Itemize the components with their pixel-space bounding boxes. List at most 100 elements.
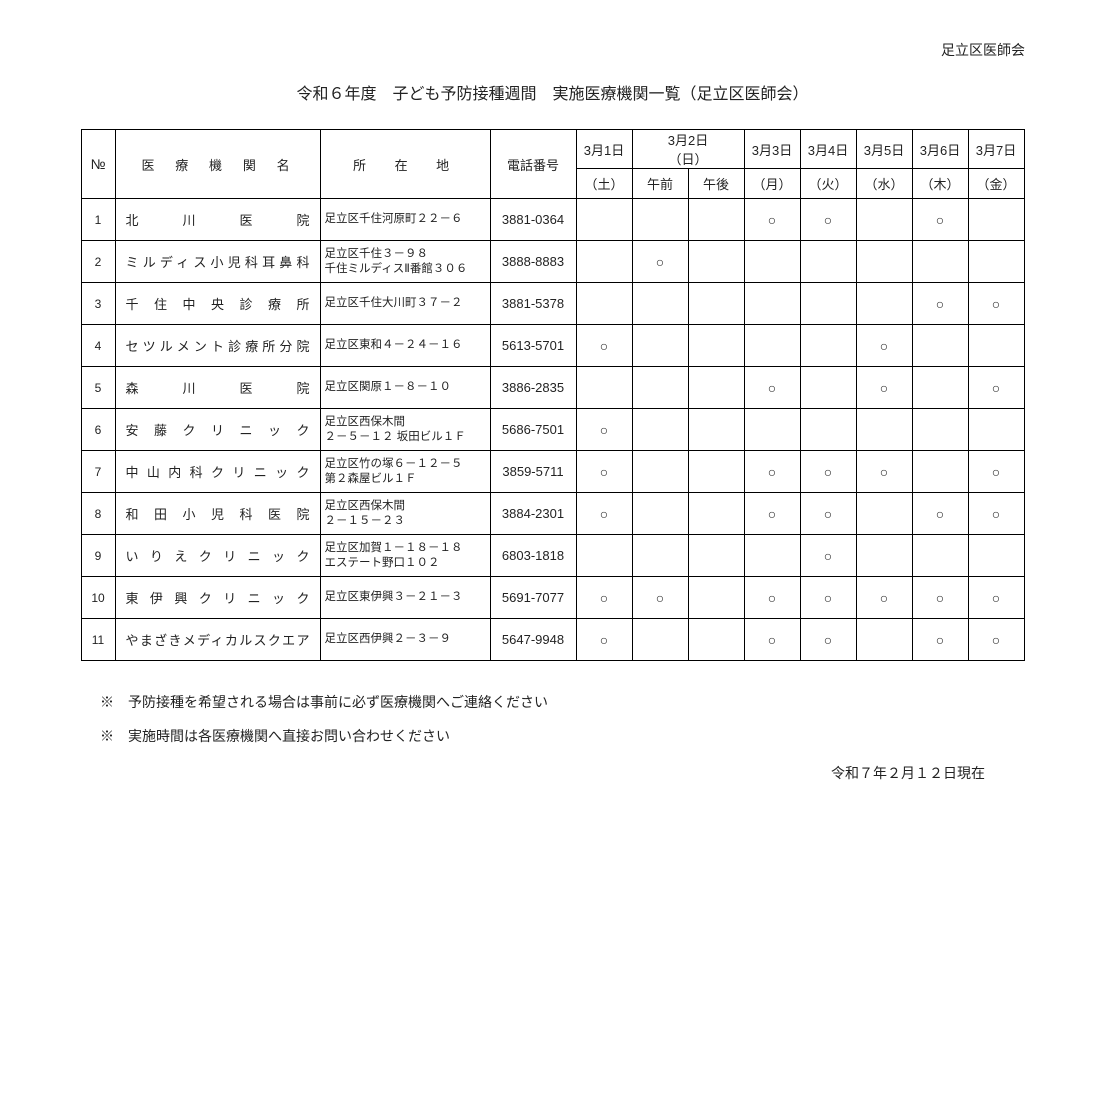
cell-tel: 5647-9948 <box>490 619 576 661</box>
cell-day-7: ○ <box>968 577 1024 619</box>
cell-no: 4 <box>81 325 115 367</box>
cell-day-6: ○ <box>912 283 968 325</box>
cell-day-1: ○ <box>632 241 688 283</box>
cell-day-7 <box>968 409 1024 451</box>
cell-day-4 <box>800 409 856 451</box>
cell-day-5: ○ <box>856 451 912 493</box>
th-day3-top: 3月3日 <box>744 130 800 169</box>
cell-day-4 <box>800 241 856 283</box>
cell-day-7: ○ <box>968 451 1024 493</box>
cell-day-1 <box>632 367 688 409</box>
cell-day-2 <box>688 199 744 241</box>
cell-addr: 足立区西保木間 ２－１５－２３ <box>320 493 490 535</box>
th-day4-top: 3月4日 <box>800 130 856 169</box>
cell-day-6: ○ <box>912 619 968 661</box>
cell-day-6 <box>912 409 968 451</box>
cell-tel: 5691-7077 <box>490 577 576 619</box>
cell-tel: 5686-7501 <box>490 409 576 451</box>
cell-tel: 3888-8883 <box>490 241 576 283</box>
cell-day-0: ○ <box>576 619 632 661</box>
cell-addr: 足立区千住河原町２２－６ <box>320 199 490 241</box>
cell-day-3: ○ <box>744 199 800 241</box>
cell-day-6 <box>912 325 968 367</box>
cell-name: セツルメント診療所分院 <box>115 325 320 367</box>
cell-day-5 <box>856 241 912 283</box>
cell-addr: 足立区東和４－２４－１６ <box>320 325 490 367</box>
cell-day-1 <box>632 325 688 367</box>
cell-tel: 5613-5701 <box>490 325 576 367</box>
org-name-header: 足立区医師会 <box>60 40 1045 60</box>
cell-addr: 足立区西伊興２－３－９ <box>320 619 490 661</box>
cell-day-6: ○ <box>912 199 968 241</box>
th-day2-top: 3月2日 （日） <box>632 130 744 169</box>
cell-day-0 <box>576 241 632 283</box>
th-day3-bot: （月） <box>744 169 800 199</box>
cell-day-4: ○ <box>800 535 856 577</box>
table-row: 6安藤クリニック足立区西保木間 ２－５－１２ 坂田ビル１Ｆ5686-7501○ <box>81 409 1024 451</box>
th-day1-top: 3月1日 <box>576 130 632 169</box>
cell-day-3: ○ <box>744 493 800 535</box>
cell-name: 和田小児科医院 <box>115 493 320 535</box>
cell-no: 6 <box>81 409 115 451</box>
cell-day-2 <box>688 241 744 283</box>
th-day2-am: 午前 <box>632 169 688 199</box>
cell-day-1: ○ <box>632 577 688 619</box>
cell-day-2 <box>688 577 744 619</box>
cell-day-1 <box>632 283 688 325</box>
th-day4-bot: （火） <box>800 169 856 199</box>
cell-name: 千住中央診療所 <box>115 283 320 325</box>
cell-day-5 <box>856 493 912 535</box>
cell-tel: 3859-5711 <box>490 451 576 493</box>
th-day1-bot: （土） <box>576 169 632 199</box>
cell-no: 5 <box>81 367 115 409</box>
cell-no: 9 <box>81 535 115 577</box>
facility-table: № 医 療 機 関 名 所 在 地 電話番号 3月1日 3月2日 （日） 3月3… <box>81 129 1025 661</box>
cell-day-6: ○ <box>912 577 968 619</box>
cell-day-0 <box>576 199 632 241</box>
cell-day-3 <box>744 409 800 451</box>
cell-addr: 足立区千住大川町３７－２ <box>320 283 490 325</box>
cell-day-6 <box>912 367 968 409</box>
th-day7-bot: （金） <box>968 169 1024 199</box>
cell-day-0: ○ <box>576 409 632 451</box>
cell-no: 10 <box>81 577 115 619</box>
table-row: 5森川医院足立区関原１－８－１０3886-2835○○○ <box>81 367 1024 409</box>
cell-day-5 <box>856 409 912 451</box>
cell-name: 中山内科クリニック <box>115 451 320 493</box>
th-addr: 所 在 地 <box>320 130 490 199</box>
cell-day-5: ○ <box>856 577 912 619</box>
table-row: 10東伊興クリニック足立区東伊興３－２１－３5691-7077○○○○○○○ <box>81 577 1024 619</box>
cell-addr: 足立区東伊興３－２１－３ <box>320 577 490 619</box>
cell-day-1 <box>632 451 688 493</box>
th-day5-bot: （水） <box>856 169 912 199</box>
cell-day-3: ○ <box>744 451 800 493</box>
cell-day-6: ○ <box>912 493 968 535</box>
table-row: 8和田小児科医院足立区西保木間 ２－１５－２３3884-2301○○○○○ <box>81 493 1024 535</box>
th-name: 医 療 機 関 名 <box>115 130 320 199</box>
cell-name: 東伊興クリニック <box>115 577 320 619</box>
cell-day-4 <box>800 283 856 325</box>
th-no: № <box>81 130 115 199</box>
cell-day-3 <box>744 283 800 325</box>
cell-day-6 <box>912 241 968 283</box>
table-row: 7中山内科クリニック足立区竹の塚６－１２－５ 第２森屋ビル１Ｆ3859-5711… <box>81 451 1024 493</box>
cell-day-4: ○ <box>800 577 856 619</box>
cell-day-5 <box>856 619 912 661</box>
cell-addr: 足立区西保木間 ２－５－１２ 坂田ビル１Ｆ <box>320 409 490 451</box>
cell-name: 森川医院 <box>115 367 320 409</box>
cell-day-2 <box>688 619 744 661</box>
cell-name: ミルディス小児科耳鼻科 <box>115 241 320 283</box>
cell-day-3 <box>744 535 800 577</box>
cell-day-2 <box>688 325 744 367</box>
note-2: ※ 実施時間は各医療機関へ直接お問い合わせください <box>100 720 1045 754</box>
cell-name: 安藤クリニック <box>115 409 320 451</box>
cell-day-5 <box>856 535 912 577</box>
cell-name: 北川医院 <box>115 199 320 241</box>
cell-addr: 足立区千住３－９８ 千住ミルディスⅡ番館３０６ <box>320 241 490 283</box>
cell-day-1 <box>632 199 688 241</box>
cell-no: 11 <box>81 619 115 661</box>
cell-day-2 <box>688 409 744 451</box>
cell-day-2 <box>688 451 744 493</box>
cell-day-5: ○ <box>856 325 912 367</box>
cell-day-5 <box>856 283 912 325</box>
